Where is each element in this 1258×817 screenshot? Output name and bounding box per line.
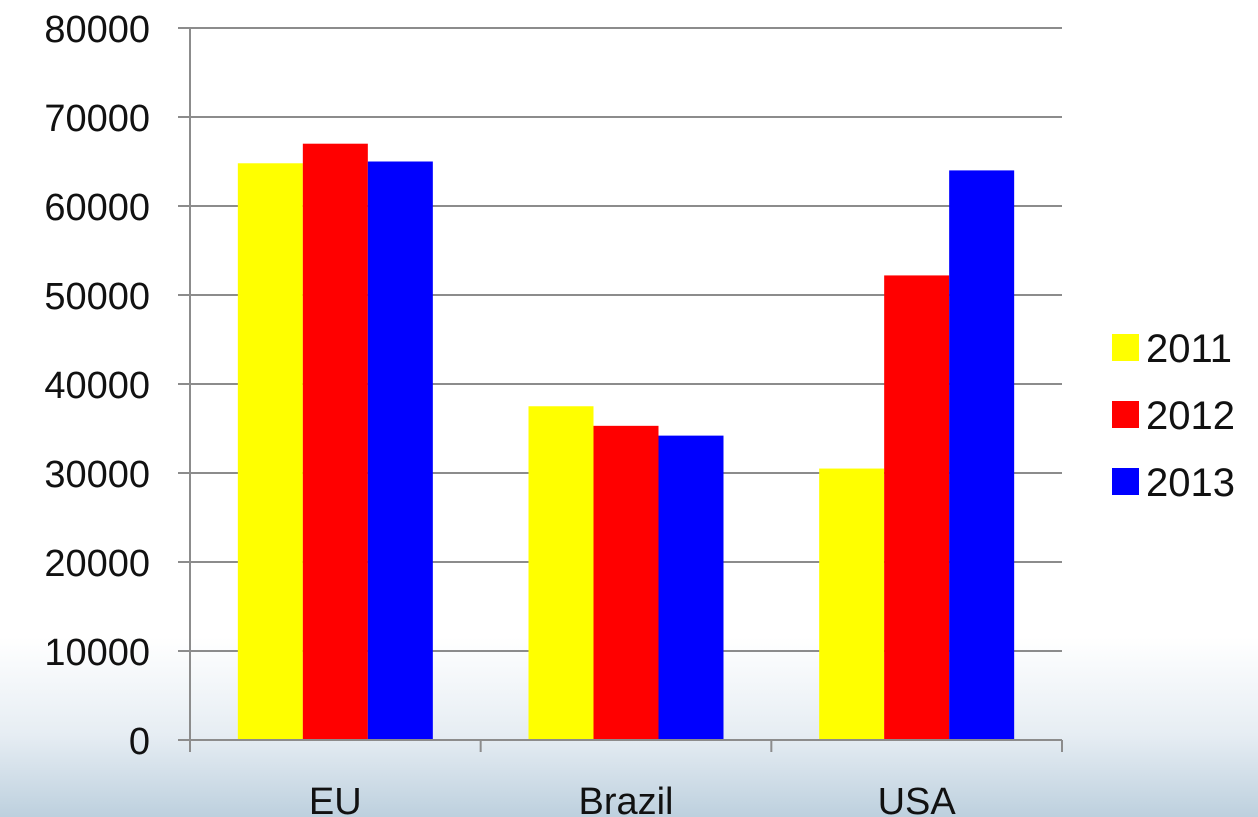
y-tick-label: 70000 bbox=[44, 98, 150, 140]
y-tick-label: 50000 bbox=[44, 276, 150, 318]
x-axis-tick-labels: EU Brazil USA bbox=[309, 781, 956, 817]
y-tick-label: 0 bbox=[129, 721, 150, 763]
legend-label-2013: 2013 bbox=[1146, 461, 1235, 505]
legend-swatch-2013 bbox=[1112, 468, 1139, 495]
bar-usa-2011 bbox=[819, 468, 885, 740]
x-tick-label: Brazil bbox=[578, 781, 673, 817]
bar-usa-2013 bbox=[949, 170, 1015, 740]
axes bbox=[178, 27, 1063, 752]
y-tick-label: 40000 bbox=[44, 365, 150, 407]
legend-swatch-2011 bbox=[1112, 334, 1139, 361]
bar-brazil-2013 bbox=[658, 435, 724, 740]
bar-eu-2013 bbox=[367, 161, 433, 740]
y-axis-tick-labels: 0 10000 20000 30000 40000 50000 60000 70000 8000… bbox=[44, 9, 150, 763]
y-tick-label: 30000 bbox=[44, 454, 150, 496]
x-tick-label: USA bbox=[878, 781, 957, 817]
legend-swatch-2012 bbox=[1112, 401, 1139, 428]
y-tick-label: 60000 bbox=[44, 187, 150, 229]
x-tick-label: EU bbox=[309, 781, 362, 817]
bar-brazil-2011 bbox=[528, 406, 594, 740]
legend: 2011 2012 2013 bbox=[1112, 327, 1235, 505]
legend-label-2011: 2011 bbox=[1146, 327, 1232, 371]
y-tick-label: 20000 bbox=[44, 543, 150, 585]
bars bbox=[237, 143, 1015, 740]
y-tick-label: 10000 bbox=[44, 632, 150, 674]
bar-eu-2011 bbox=[237, 163, 303, 740]
legend-label-2012: 2012 bbox=[1146, 394, 1235, 438]
bar-brazil-2012 bbox=[593, 425, 659, 740]
bar-eu-2012 bbox=[302, 143, 368, 740]
bar-usa-2012 bbox=[884, 275, 950, 740]
y-tick-label: 80000 bbox=[44, 9, 150, 51]
